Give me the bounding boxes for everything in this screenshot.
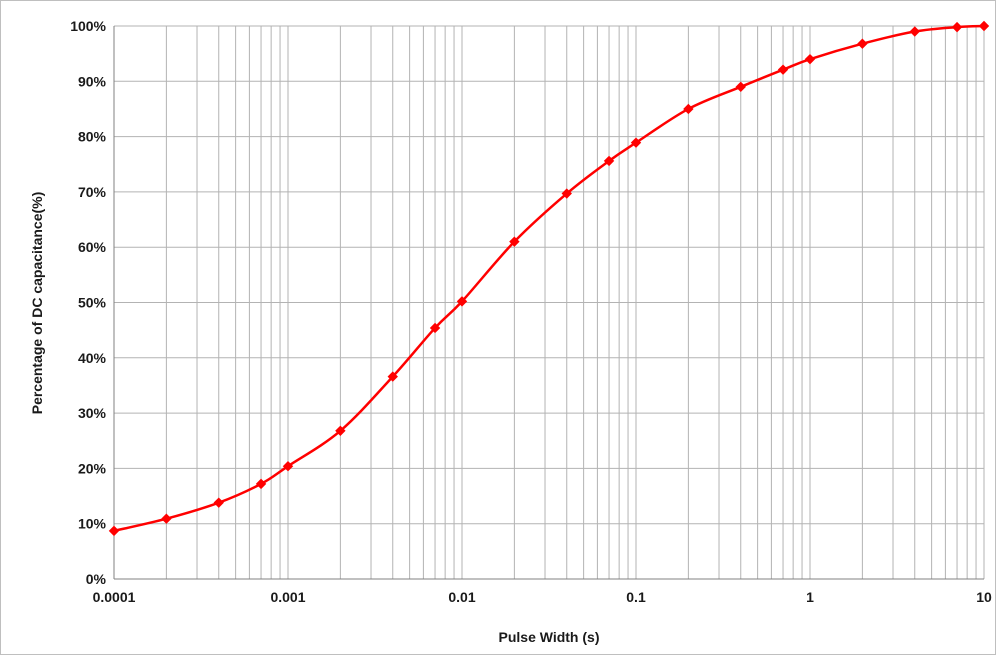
data-point	[683, 103, 694, 115]
y-tick-label: 10%	[78, 516, 107, 532]
y-tick-label: 20%	[78, 460, 107, 476]
data-point	[777, 64, 789, 75]
data-point	[456, 296, 468, 307]
data-point	[282, 460, 294, 472]
tick-labels: 0% 10% 20% 30% 40% 50% 60% 70% 80% 90% 100% 0.0001 0…	[70, 18, 992, 605]
y-tick-label: 40%	[78, 350, 107, 366]
y-axis-title: Percentage of DC capacitance(%)	[29, 192, 45, 415]
data-point	[429, 322, 441, 334]
data-point	[978, 20, 990, 32]
x-tick-label: 0.1	[626, 589, 646, 605]
y-tick-label: 50%	[78, 295, 107, 311]
data-point	[735, 81, 746, 93]
y-tick-label: 0%	[86, 571, 107, 587]
grid-lines	[113, 25, 985, 580]
y-tick-label: 90%	[78, 73, 107, 89]
x-tick-label: 10	[976, 589, 992, 605]
axes	[113, 26, 984, 580]
data-series	[108, 20, 990, 537]
data-point	[804, 53, 816, 65]
y-tick-label: 60%	[78, 239, 107, 255]
data-point	[857, 38, 868, 49]
data-point	[909, 26, 920, 37]
series-line	[113, 24, 985, 533]
y-tick-label: 70%	[78, 184, 107, 200]
y-tick-label: 30%	[78, 405, 107, 421]
y-tick-label: 80%	[78, 129, 107, 145]
data-point	[509, 236, 520, 247]
data-point	[213, 497, 224, 508]
data-point	[108, 525, 120, 537]
data-point	[161, 513, 172, 524]
x-tick-label: 0.001	[270, 589, 305, 605]
data-point	[603, 155, 615, 167]
x-tick-label: 0.01	[448, 589, 475, 605]
x-tick-label: 1	[806, 589, 814, 605]
data-point	[255, 478, 267, 490]
x-axis-title: Pulse Width (s)	[499, 629, 600, 645]
data-point	[561, 188, 572, 199]
y-tick-label: 100%	[70, 18, 106, 34]
data-point	[951, 21, 963, 33]
x-tick-label: 0.0001	[93, 589, 136, 605]
data-point	[630, 137, 642, 148]
data-point	[335, 425, 346, 437]
data-point	[387, 371, 398, 382]
